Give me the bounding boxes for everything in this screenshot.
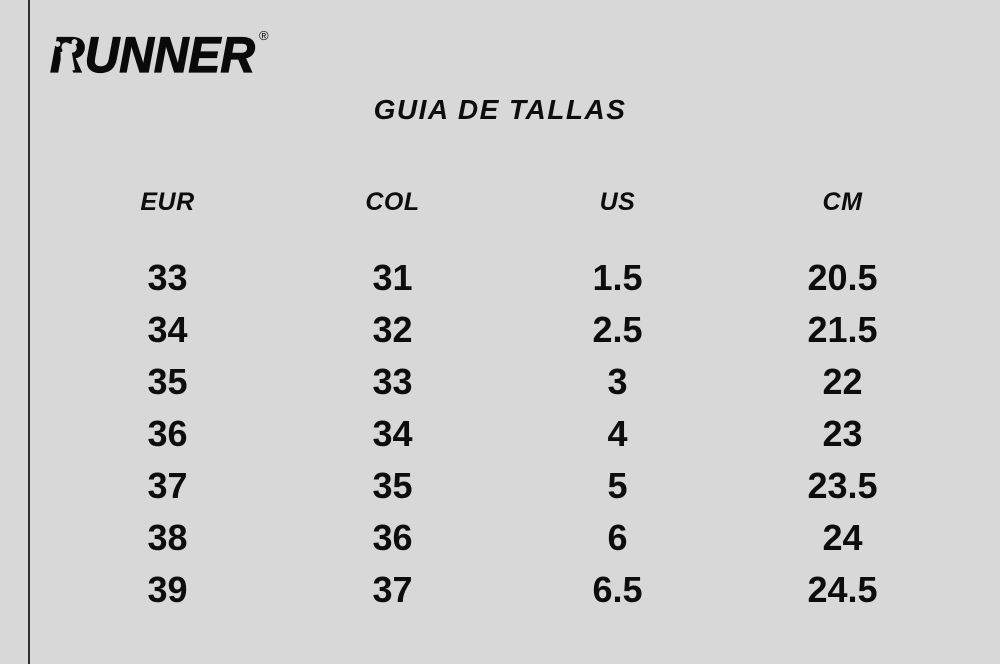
size-value: 5 (607, 465, 628, 506)
table-row: 39 37 6.5 24.5 (55, 564, 955, 616)
size-value: 1.5 (592, 257, 643, 298)
runner-figure-icon (54, 39, 78, 72)
size-value: 21.5 (807, 309, 878, 350)
size-value: 20.5 (807, 257, 878, 298)
size-value: 31 (372, 257, 413, 298)
table-row: 38 36 6 24 (55, 512, 955, 564)
size-value: 24.5 (807, 569, 878, 610)
runner-logo: RUNNER ® (48, 24, 278, 83)
size-value: 39 (147, 569, 188, 610)
size-value: 23.5 (807, 465, 878, 506)
size-value: 6 (607, 517, 628, 558)
column-header-col: COL (365, 187, 420, 216)
size-value: 37 (372, 569, 413, 610)
size-table-body: 33 31 1.5 20.5 34 32 2.5 21.5 35 33 3 22 36 34 4 23 37 35… (55, 252, 955, 616)
table-row: 36 34 4 23 (55, 408, 955, 460)
size-value: 22 (822, 361, 863, 402)
left-accent-line (28, 0, 30, 664)
page-title: GUIA DE TALLAS (373, 94, 627, 125)
size-value: 36 (147, 413, 188, 454)
size-value: 35 (372, 465, 413, 506)
size-value: 37 (147, 465, 188, 506)
runner-logo-graphic: RUNNER ® (49, 26, 269, 83)
size-value: 36 (372, 517, 413, 558)
size-value: 34 (147, 309, 188, 350)
size-value: 33 (372, 361, 413, 402)
size-value: 32 (372, 309, 413, 350)
size-value: 35 (147, 361, 188, 402)
size-value: 2.5 (592, 309, 643, 350)
table-row: 35 33 3 22 (55, 356, 955, 408)
size-value: 38 (147, 517, 188, 558)
size-table-header-row: EUR COL US CM (55, 180, 955, 224)
registered-trademark-icon: ® (259, 28, 269, 43)
table-row: 33 31 1.5 20.5 (55, 252, 955, 304)
column-header-us: US (599, 187, 636, 216)
size-table: EUR COL US CM 33 31 1.5 20.5 34 32 2.5 21.5 35 33 3 22… (55, 180, 955, 616)
size-value: 3 (607, 361, 628, 402)
size-value: 23 (822, 413, 863, 454)
table-row: 37 35 5 23.5 (55, 460, 955, 512)
column-header-cm: CM (822, 187, 863, 216)
size-value: 34 (372, 413, 413, 454)
size-value: 24 (822, 517, 863, 558)
table-spacer (55, 224, 955, 252)
logo-text: RUNNER (50, 27, 255, 82)
size-value: 4 (607, 413, 628, 454)
size-value: 6.5 (592, 569, 643, 610)
column-header-eur: EUR (140, 187, 195, 216)
table-row: 34 32 2.5 21.5 (55, 304, 955, 356)
size-value: 33 (147, 257, 188, 298)
